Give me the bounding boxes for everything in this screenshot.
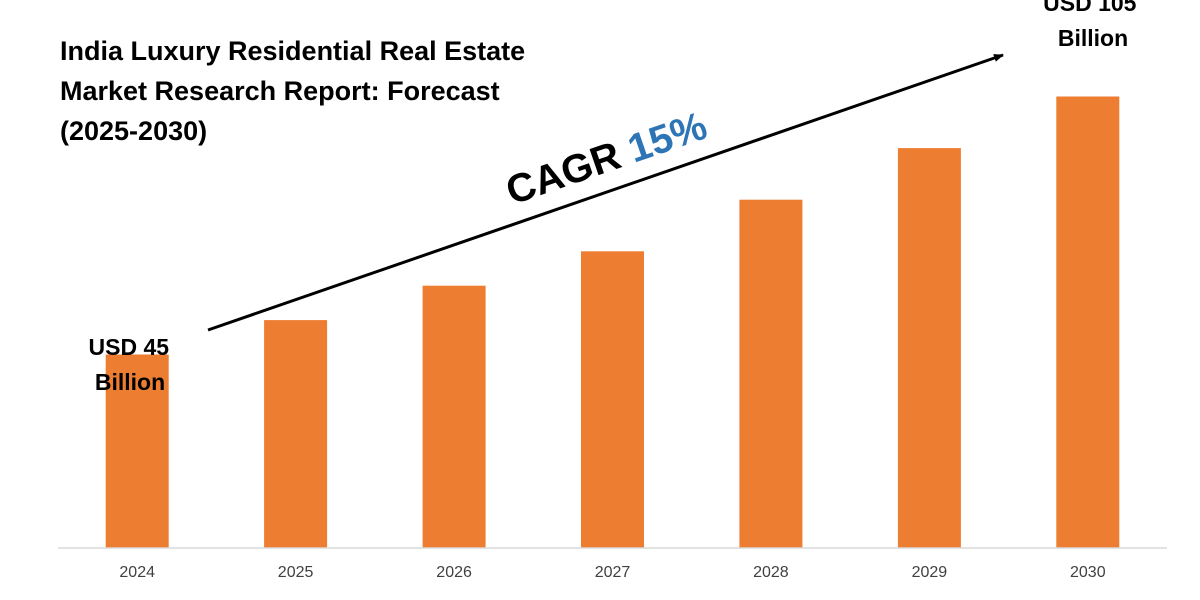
x-tick-label-2029: 2029 <box>912 564 948 581</box>
cagr-prefix: CAGR <box>501 130 637 214</box>
x-tick-label-2027: 2027 <box>595 564 631 581</box>
bar-2029 <box>897 148 961 548</box>
cagr-annotation: CAGR 15% <box>501 104 713 214</box>
start-value-callout: USD 45 Billion <box>89 334 176 395</box>
end-callout-line-1: USD 105 <box>1043 0 1137 16</box>
growth-trend-arrow <box>207 53 1004 332</box>
start-callout-line-2: Billion <box>95 369 165 395</box>
x-tick-labels: 2024 2025 2026 2027 2028 2029 2030 <box>119 564 1105 581</box>
x-tick-label-2024: 2024 <box>119 564 155 581</box>
start-callout-line-1: USD 45 <box>89 334 170 360</box>
end-value-callout: USD 105 Billion <box>1043 0 1143 51</box>
bar-2025 <box>264 320 328 548</box>
x-tick-label-2025: 2025 <box>278 564 314 581</box>
x-tick-label-2028: 2028 <box>753 564 789 581</box>
bar-2026 <box>422 285 486 548</box>
bar-2030 <box>1056 96 1120 548</box>
end-callout-line-2: Billion <box>1058 25 1128 51</box>
title-line-3: (2025-2030) <box>60 116 207 146</box>
bars-group <box>105 96 1120 549</box>
title-line-2: Market Research Report: Forecast <box>60 76 500 106</box>
x-tick-label-2030: 2030 <box>1070 564 1106 581</box>
bar-2028 <box>739 199 803 548</box>
title-line-1: India Luxury Residential Real Estate <box>60 36 525 66</box>
x-tick-label-2026: 2026 <box>436 564 472 581</box>
bar-2024 <box>105 354 169 548</box>
bar-2027 <box>581 251 644 549</box>
chart-title: India Luxury Residential Real Estate Mar… <box>60 36 533 146</box>
